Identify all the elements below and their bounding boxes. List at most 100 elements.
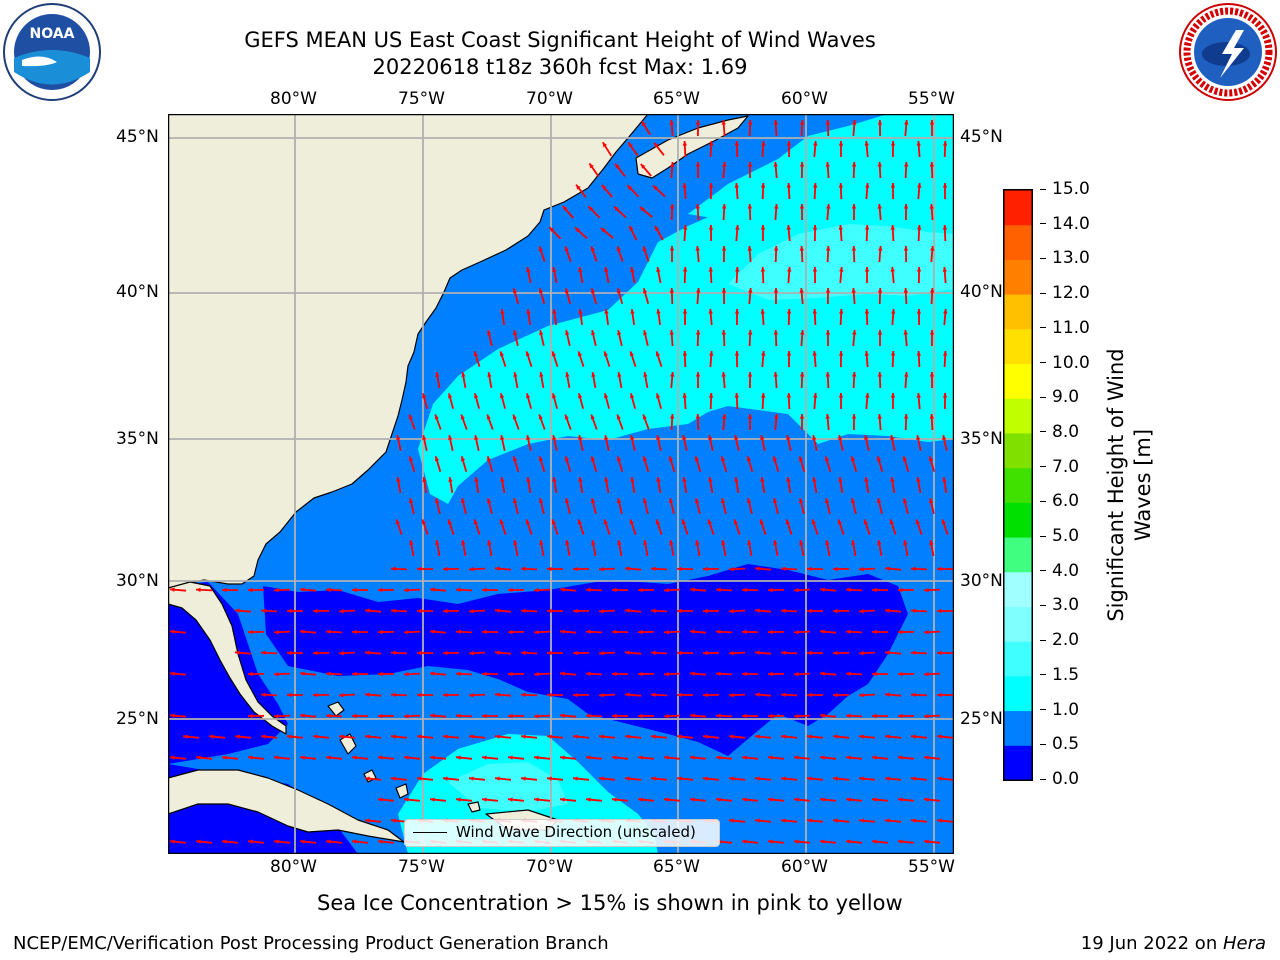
wave-arrow-head	[903, 204, 909, 209]
wave-arrow-head	[798, 456, 804, 462]
wave-arrow-head	[656, 393, 661, 399]
wave-arrow-head	[326, 755, 331, 760]
colorbar-segment	[1004, 537, 1032, 573]
wave-arrow-head	[677, 692, 682, 698]
wave-arrow-head	[313, 734, 318, 739]
wave-arrow-head	[760, 309, 765, 314]
wave-arrow-head	[443, 776, 448, 781]
wave-arrow-head	[408, 456, 414, 462]
wave-arrow-head	[628, 142, 633, 148]
wave-arrow-head	[917, 183, 922, 188]
wave-arrow-head	[651, 650, 656, 655]
wave-arrow-head	[669, 246, 675, 251]
wave-arrow-head	[937, 818, 942, 823]
wave-arrow-head	[421, 519, 426, 525]
wave-arrow-head	[629, 351, 634, 357]
wave-zone-1-1.5-ne	[688, 114, 954, 224]
wave-arrow-head	[872, 713, 877, 719]
wave-arrow-head	[716, 713, 721, 718]
wave-arrow-head	[435, 498, 440, 504]
wave-arrow-head	[508, 797, 513, 802]
wave-arrow-head	[742, 755, 747, 760]
wave-arrow-head	[339, 651, 344, 656]
wave-arrow-head	[904, 162, 909, 167]
wave-arrow-head	[604, 267, 609, 272]
wave-arrow-head	[261, 692, 266, 697]
wave-arrow-head	[549, 227, 555, 232]
wave-arrow-head	[703, 734, 708, 739]
wave-arrow-head	[604, 477, 609, 482]
wave-arrow-head	[551, 351, 556, 357]
land-bahamas-4	[395, 783, 409, 799]
wave-arrow-head	[885, 692, 890, 697]
wave-arrow-head	[904, 372, 909, 377]
map-legend: Wind Wave Direction (unscaled)	[404, 819, 720, 847]
wave-arrow-head	[864, 267, 870, 272]
wave-arrow-head	[564, 246, 569, 252]
wave-arrow-head	[513, 498, 518, 504]
wave-arrow-head	[352, 839, 357, 844]
wave-arrow-head	[794, 588, 799, 593]
wave-arrow-head	[641, 121, 646, 127]
wave-arrow-head	[590, 456, 596, 462]
wave-arrow-head	[525, 351, 530, 357]
wave-arrow-head	[461, 498, 466, 504]
wave-arrow-head	[482, 671, 487, 677]
wave-arrow-head	[722, 162, 727, 167]
wave-arrow-head	[799, 288, 804, 293]
wave-arrow-head	[196, 755, 201, 760]
wave-arrow-head	[547, 776, 552, 781]
wave-arrow-head	[735, 225, 740, 230]
wave-arrow-head	[864, 225, 870, 230]
lon-tick-top-70: 70°W	[526, 89, 573, 109]
colorbar-tick-label: 1.5	[1040, 665, 1079, 685]
wave-arrow-head	[903, 288, 908, 293]
wave-arrow-head	[703, 692, 708, 698]
colorbar-tick-label: 10.0	[1040, 353, 1090, 373]
colorbar-label: Significant Height of Wind Waves [m]	[1104, 348, 1155, 622]
wave-arrow-head	[525, 519, 530, 525]
wave-arrow-head	[590, 246, 595, 252]
wave-arrow-head	[378, 839, 383, 844]
lat-tick-left-30: 30°N	[116, 571, 159, 591]
wave-arrow-head	[937, 692, 942, 698]
colorbar	[1003, 189, 1033, 781]
wave-arrow-head	[443, 608, 448, 614]
colorbar-tick-label: 0.0	[1040, 769, 1079, 789]
wave-arrow-head	[365, 608, 370, 613]
wave-arrow-head	[890, 477, 895, 482]
lon-tick-top-55: 55°W	[908, 89, 955, 109]
wave-arrow-head	[430, 587, 435, 592]
wave-arrow-head	[417, 692, 422, 698]
wave-arrow-head	[638, 797, 643, 802]
colorbar-segment	[1004, 432, 1032, 469]
wave-arrow-head	[799, 498, 804, 504]
wave-arrow-head	[911, 776, 916, 781]
wave-arrow-head	[547, 566, 552, 572]
wave-arrow-head	[760, 435, 765, 440]
wave-arrow-head	[677, 608, 682, 614]
wave-arrow-head	[578, 309, 583, 314]
wave-arrow-head	[846, 755, 851, 760]
wave-arrow-head	[681, 519, 686, 525]
wave-arrow-head	[365, 734, 370, 739]
wave-arrow-head	[747, 204, 753, 209]
wave-arrow-head	[586, 713, 591, 718]
landmass	[168, 114, 749, 843]
wave-arrow-head	[734, 477, 739, 482]
wave-arrow-head	[696, 288, 701, 293]
wave-arrow-head	[877, 330, 883, 335]
wave-arrow-head	[352, 755, 357, 760]
wave-arrow-head	[430, 797, 435, 802]
wave-arrow-head	[461, 372, 466, 377]
wave-arrow-head	[639, 206, 645, 212]
wave-arrow-head	[937, 650, 942, 656]
wave-arrow-head	[448, 435, 453, 440]
wave-arrow-head	[682, 477, 687, 482]
wave-arrow-head	[833, 692, 838, 698]
wave-arrow-head	[838, 141, 844, 146]
wave-arrow-head	[826, 246, 831, 251]
footer-org: NCEP/EMC/Verification Post Processing Pr…	[13, 933, 609, 954]
wave-arrow-head	[812, 309, 817, 314]
wave-arrow-head	[500, 309, 505, 314]
